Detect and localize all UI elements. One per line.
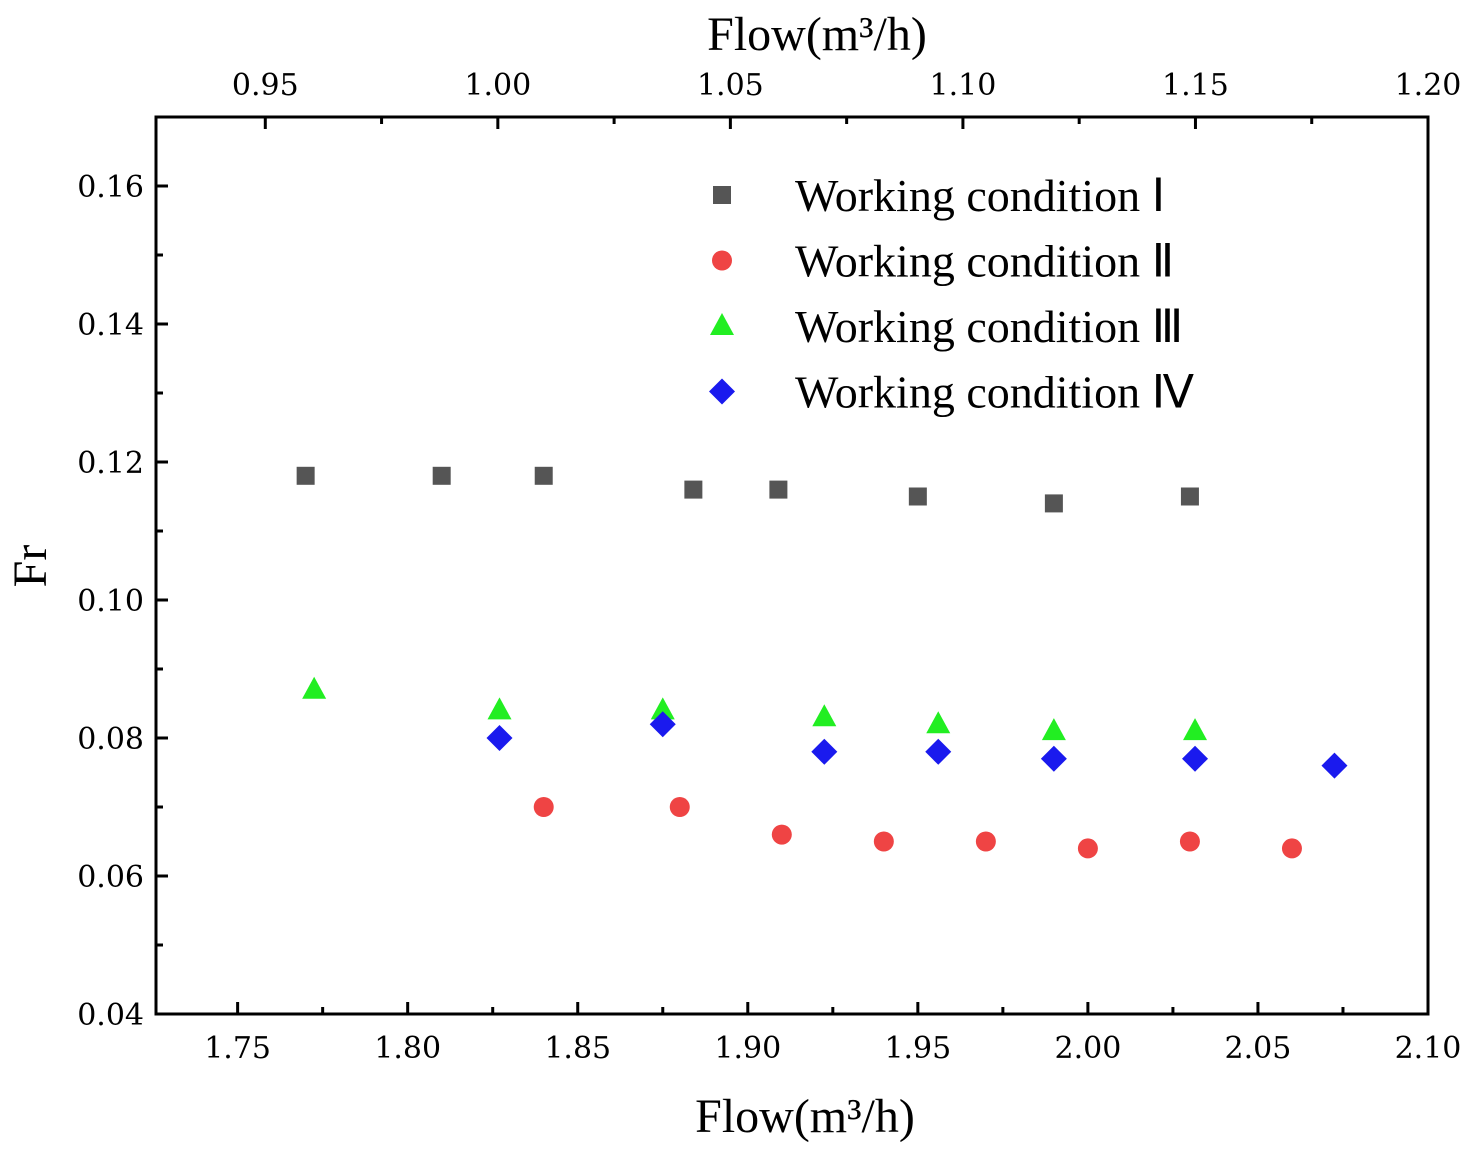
- series-2-point: [669, 797, 690, 817]
- x-top-tick-label: 0.95: [232, 68, 299, 103]
- x-top-tick-label: 1.10: [930, 68, 997, 103]
- x-bottom-tick-label: 1.75: [204, 1031, 271, 1066]
- legend-label-3: Working condition Ⅲ: [795, 301, 1183, 352]
- series-2-point: [873, 831, 894, 852]
- series-3-point: [1183, 718, 1208, 741]
- legend-marker-1: [713, 186, 731, 204]
- x-bottom-tick-label: 1.90: [714, 1031, 781, 1066]
- series-3-point: [650, 697, 675, 720]
- legend-marker-4: [709, 378, 735, 405]
- series-2-point: [975, 831, 996, 852]
- x-axis-bottom: 1.75 1.80 1.85 1.90 1.95 2.00 2.05 2.10: [204, 1002, 1461, 1066]
- x-top-tick-label: 1.05: [697, 68, 764, 103]
- series-1-point: [769, 480, 788, 499]
- series-1-point: [1180, 487, 1199, 506]
- x-axis-title-top: Flow(m³/h): [707, 8, 927, 61]
- y-tick-label: 0.04: [77, 998, 144, 1033]
- series-3-point: [1041, 718, 1066, 741]
- series-4-point: [1040, 745, 1067, 772]
- x-bottom-tick-label: 1.95: [884, 1031, 951, 1066]
- series-4-point: [1182, 745, 1209, 772]
- series-2-point: [1281, 838, 1302, 859]
- series-4-point: [649, 711, 676, 738]
- plot-frame: [154, 115, 1430, 1016]
- x-bottom-tick-label: 2.05: [1225, 1031, 1292, 1066]
- data-points: [296, 466, 1348, 859]
- series-3-point: [487, 697, 512, 720]
- series-4-point: [925, 738, 952, 765]
- y-tick-label: 0.10: [77, 584, 144, 619]
- legend-label-2: Working condition Ⅱ: [795, 236, 1174, 287]
- series-2-point: [1179, 831, 1200, 852]
- series-1-point: [908, 487, 927, 506]
- series-1-point: [534, 466, 553, 485]
- y-tick-label: 0.12: [77, 446, 144, 481]
- y-tick-label: 0.08: [77, 722, 144, 757]
- series-1-point: [684, 480, 703, 499]
- x-top-tick-label: 1.00: [464, 68, 531, 103]
- series-4-point: [486, 725, 513, 751]
- series-4-point: [1321, 752, 1348, 779]
- y-tick-label: 0.16: [77, 170, 144, 205]
- series-2-point: [533, 797, 554, 817]
- legend-label-1: Working condition Ⅰ: [795, 170, 1165, 221]
- series-2-point: [771, 824, 792, 845]
- y-tick-label: 0.06: [77, 860, 144, 895]
- series-3-point: [302, 676, 327, 699]
- series-1-point: [1044, 494, 1063, 513]
- legend-label-4: Working condition Ⅳ: [795, 367, 1195, 418]
- x-axis-title-bottom: Flow(m³/h): [695, 1090, 915, 1143]
- series-1-point: [296, 466, 315, 485]
- series-3-point: [812, 704, 837, 727]
- y-axis: 0.04 0.06 0.08 0.10 0.12 0.14 0.16: [77, 115, 168, 1033]
- legend-marker-3: [710, 313, 734, 335]
- x-bottom-tick-label: 1.80: [374, 1031, 441, 1066]
- x-bottom-tick-label: 2.10: [1395, 1031, 1462, 1066]
- legend-marker-2: [712, 250, 732, 271]
- x-top-tick-label: 1.20: [1395, 68, 1462, 103]
- series-3-point: [926, 711, 951, 734]
- x-bottom-tick-label: 1.85: [544, 1031, 611, 1066]
- x-top-tick-label: 1.15: [1162, 68, 1229, 103]
- y-axis-title: Fr: [4, 545, 57, 588]
- series-1-point: [432, 466, 451, 485]
- legend: Working condition Ⅰ Working condition Ⅱ Wo…: [709, 170, 1195, 418]
- x-axis-top: 0.95 1.00 1.05 1.10 1.15 1.20: [232, 68, 1462, 129]
- series-2-point: [1077, 838, 1098, 859]
- y-tick-label: 0.14: [77, 308, 144, 343]
- x-bottom-tick-label: 2.00: [1054, 1031, 1121, 1066]
- series-4-point: [811, 738, 838, 765]
